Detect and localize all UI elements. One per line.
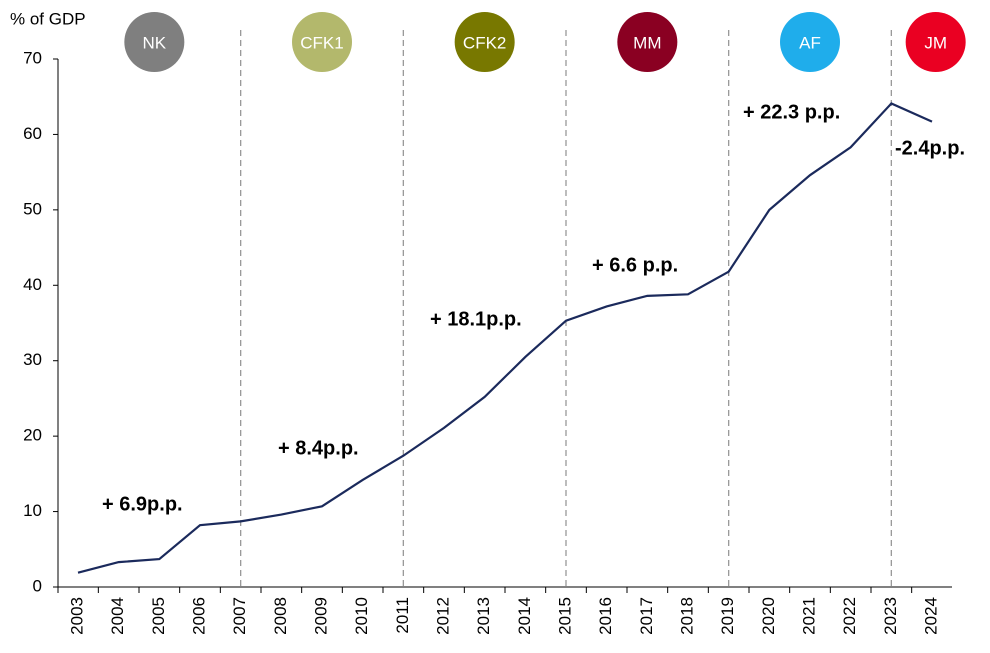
x-tick-label: 2006 (189, 597, 208, 635)
x-tick-label: 2005 (149, 597, 168, 635)
period-badge (292, 12, 352, 72)
x-tick-label: 2016 (596, 597, 615, 635)
y-tick-label: 10 (23, 501, 42, 520)
annotation: + 22.3 p.p. (743, 101, 840, 123)
annotation: + 18.1p.p. (430, 308, 522, 330)
y-tick-label: 0 (33, 576, 42, 595)
x-tick-label: 2007 (230, 597, 249, 635)
period-label: CFK1 (300, 33, 343, 52)
x-tick-label: 2015 (555, 597, 574, 635)
x-tick-label: 2010 (352, 597, 371, 635)
x-tick-label: 2014 (515, 597, 534, 635)
period-label: NK (143, 33, 167, 52)
x-tick-label: 2020 (759, 597, 778, 635)
period-label: CFK2 (463, 33, 506, 52)
data-line (77, 102, 933, 574)
annotation: + 8.4p.p. (278, 437, 359, 459)
x-tick-label: 2003 (67, 597, 86, 635)
x-tick-label: 2004 (108, 597, 127, 635)
period-label: JM (924, 33, 947, 52)
period-badge (124, 12, 185, 72)
period-badge (617, 12, 678, 72)
y-tick-label: 20 (23, 426, 42, 445)
period-badge (905, 12, 966, 72)
x-tick-label: 2019 (718, 597, 737, 635)
y-axis-label: % of GDP (10, 9, 86, 28)
x-tick-label: 2021 (799, 597, 818, 635)
x-tick-label: 2013 (474, 597, 493, 635)
annotation: + 6.9p.p. (102, 493, 183, 515)
period-label: MM (633, 33, 661, 52)
annotation: + 6.6 p.p. (592, 254, 678, 276)
x-tick-label: 2018 (677, 597, 696, 635)
x-tick-label: 2012 (433, 597, 452, 635)
y-tick-label: 40 (23, 275, 42, 294)
annotation: -2.4p.p. (895, 137, 965, 159)
period-label: AF (799, 33, 821, 52)
y-tick-label: 30 (23, 350, 42, 369)
x-tick-label: 2024 (921, 597, 940, 635)
x-tick-label: 2008 (271, 597, 290, 635)
x-tick-label: 2017 (637, 597, 656, 635)
x-tick-label: 2022 (840, 597, 859, 635)
x-tick-label: 2009 (311, 597, 330, 635)
period-badge (454, 12, 515, 72)
x-tick-label: 2023 (881, 597, 900, 635)
y-tick-label: 70 (23, 48, 42, 67)
y-tick-label: 60 (23, 124, 42, 143)
period-badge (780, 12, 840, 72)
x-tick-label: 2011 (393, 597, 412, 634)
y-tick-label: 50 (23, 199, 42, 218)
